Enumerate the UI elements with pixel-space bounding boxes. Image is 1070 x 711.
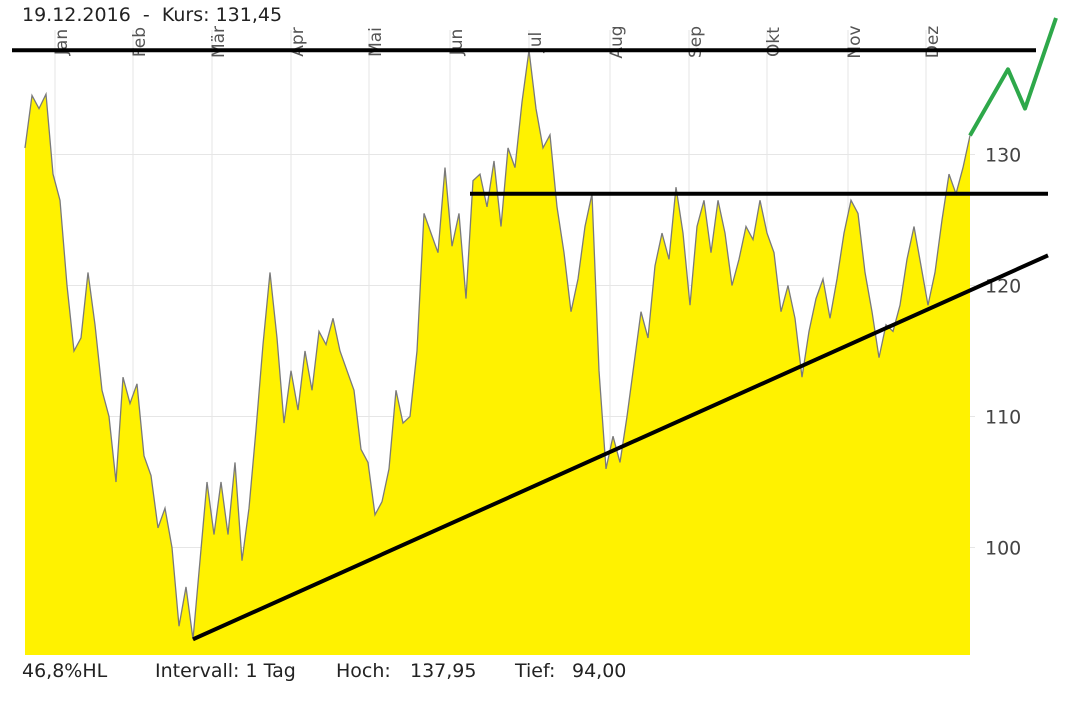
month-label: Sep <box>686 26 706 58</box>
month-label: Dez <box>923 26 943 59</box>
trend-overlays <box>12 17 1058 642</box>
header-date: 19.12.2016 <box>22 4 131 26</box>
y-tick-label: 100 <box>985 538 1021 560</box>
month-label: Jul <box>526 32 546 54</box>
interval-label: Intervall: 1 Tag <box>155 660 296 682</box>
high-value: 137,95 <box>410 660 477 682</box>
month-labels: Jan Feb Mär Apr Mai Jun Jul Aug Sep Okt Nov Dez <box>52 25 943 58</box>
projection-line <box>968 17 1058 137</box>
month-label: Mai <box>366 27 386 57</box>
hl-percent: 46,8%HL <box>22 660 108 682</box>
price-area <box>25 50 970 656</box>
month-label: Feb <box>130 27 150 57</box>
y-tick-label: 120 <box>985 276 1021 298</box>
low-label: Tief: <box>515 660 556 682</box>
header-price-value: 131,45 <box>215 4 283 26</box>
y-tick-label: 130 <box>985 144 1021 166</box>
high-label: Hoch: <box>336 660 391 682</box>
header-separator: - <box>142 4 150 26</box>
support-trendline <box>192 253 1049 642</box>
header-price-label: Kurs: <box>161 4 210 26</box>
month-label: Nov <box>845 25 865 58</box>
month-label: Aug <box>607 25 627 58</box>
y-axis-ticks: 100 110 120 130 <box>985 144 1021 559</box>
chart-header: 19.12.2016 - Kurs: 131,45 <box>22 4 282 26</box>
month-label: Okt <box>764 27 784 57</box>
price-chart: Jan Feb Mär Apr Mai Jun Jul Aug Sep Okt Nov Dez 100… <box>12 17 1058 656</box>
low-value: 94,00 <box>572 660 627 682</box>
month-label: Mär <box>209 26 229 58</box>
y-tick-label: 110 <box>985 407 1021 429</box>
